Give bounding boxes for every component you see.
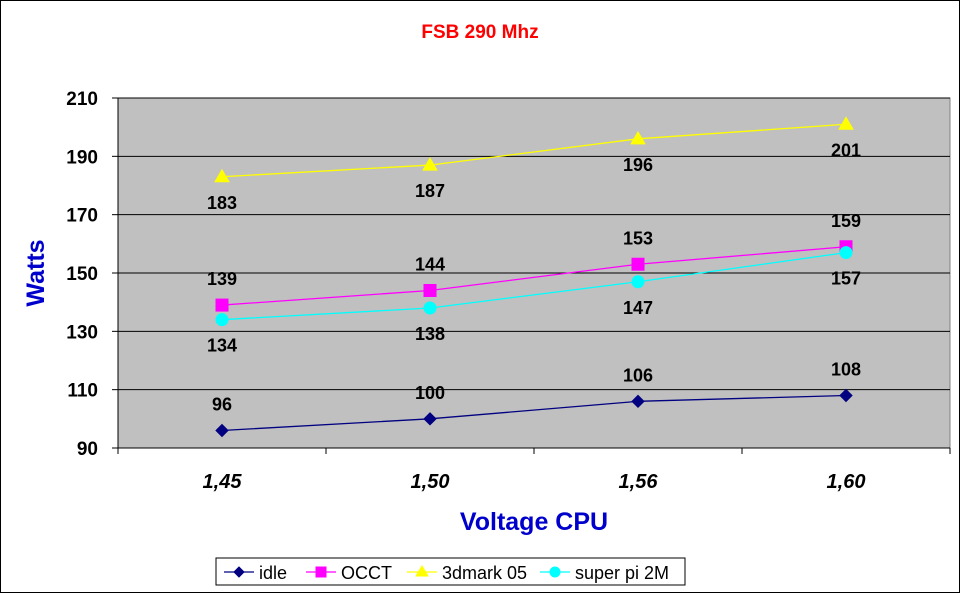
legend: idle OCCT 3dmark 05 super pi 2M [215,557,686,586]
data-label: 159 [831,211,861,231]
chart-title: FSB 290 Mhz [421,22,538,43]
y-axis-title: Watts [22,239,50,306]
data-point [423,284,437,297]
data-point [838,116,854,130]
series-3dmark-05: 183 187 196 201 [207,116,861,213]
x-axis-title: Voltage CPU [460,508,608,536]
data-label: 187 [415,181,445,201]
legend-box [215,557,686,586]
data-point [839,388,853,403]
y-tick-label: 190 [66,147,98,168]
y-tick-label: 210 [66,89,98,110]
series-line [221,123,847,178]
y-tick-label: 110 [67,381,98,402]
data-label: 183 [207,193,237,213]
data-point [423,301,437,315]
legend-label: super pi 2M [575,563,669,583]
y-tick-label: 90 [77,439,98,460]
y-tick-label: 150 [66,264,98,285]
data-label: 157 [831,269,861,289]
data-label: 144 [415,255,445,275]
x-tick-label: 1,56 [619,471,659,493]
data-label: 201 [831,140,861,160]
legend-marker [415,565,429,577]
series-line [221,394,847,432]
data-label: 106 [623,365,653,385]
x-tick-label: 1,45 [203,471,243,493]
legend-marker [233,566,245,578]
series-super-pi-2m: 134 138 147 157 [207,246,861,356]
data-label: 139 [207,269,237,289]
data-point [215,298,229,312]
legend-label: 3dmark 05 [442,563,527,583]
data-point [214,168,230,183]
data-label: 196 [623,155,653,175]
data-point [423,412,437,426]
series-line [221,251,847,321]
data-point [215,313,229,327]
data-label: 147 [623,298,653,318]
data-label: 153 [623,228,653,248]
data-point [630,130,646,145]
y-tick-label: 130 [66,322,98,343]
data-point [631,394,645,409]
data-point [422,157,438,171]
data-label: 100 [415,383,445,403]
legend-label: idle [259,563,287,583]
y-tick-label: 170 [66,206,98,227]
legend-marker [315,566,327,578]
data-label: 134 [207,336,237,356]
data-point [631,275,645,289]
data-label: 108 [831,360,861,380]
data-point [631,257,645,271]
data-point [839,246,853,260]
data-label: 138 [415,324,445,344]
legend-label: OCCT [341,563,392,583]
series-idle: 96 100 106 108 [212,360,861,438]
data-point [215,423,229,438]
x-tick-label: 1,50 [411,471,450,493]
x-tick-label: 1,60 [827,471,866,493]
legend-marker [549,566,561,578]
data-label: 96 [212,395,232,415]
series-line [221,246,847,306]
